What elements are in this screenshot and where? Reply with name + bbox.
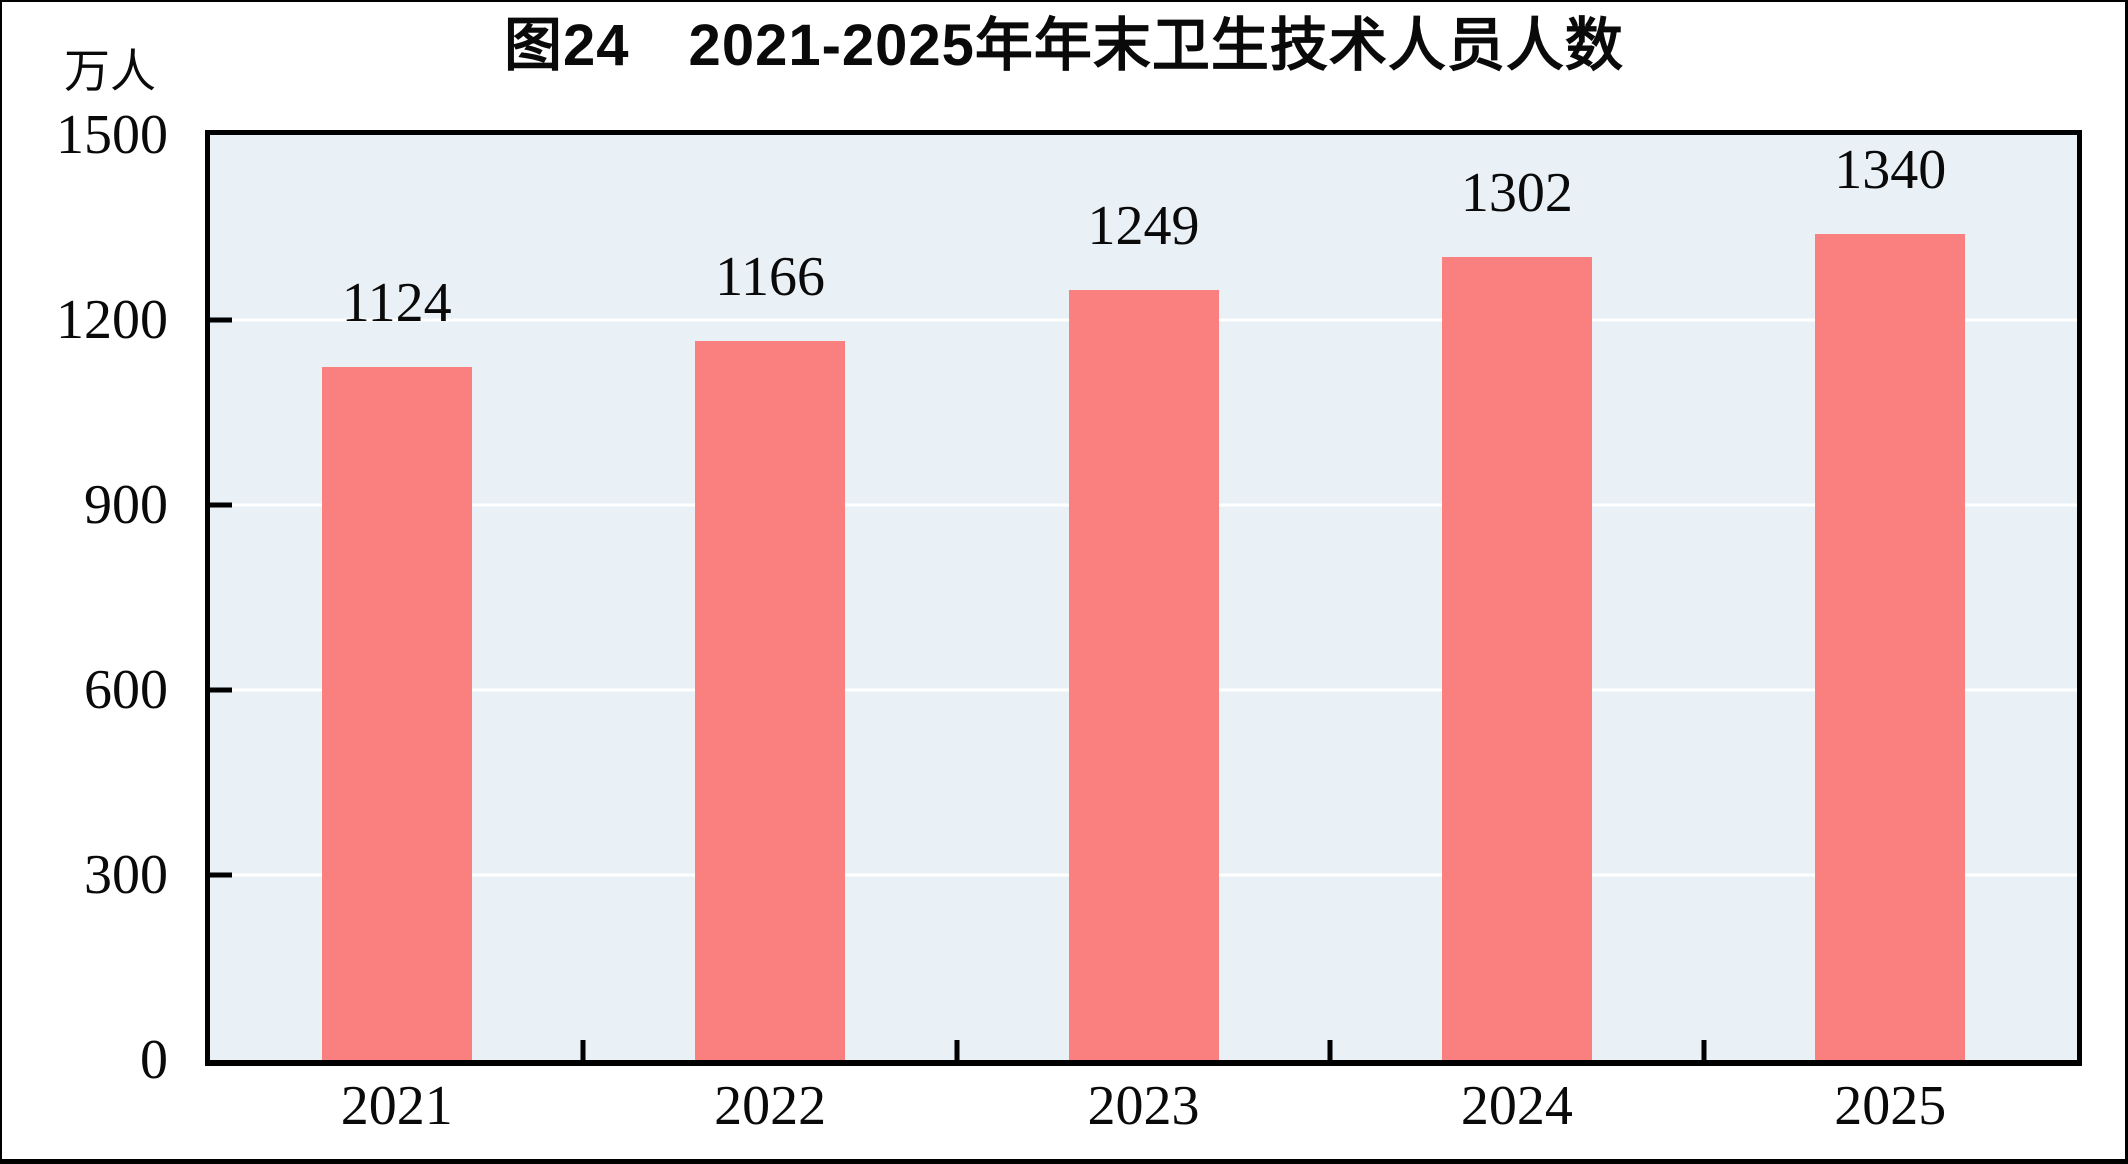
bar-2023 [1068, 289, 1219, 1060]
y-axis-tick-900 [210, 502, 232, 508]
bar-2021 [321, 366, 472, 1060]
plot-inner: 1124 1166 1249 1302 1340 [210, 135, 2077, 1060]
y-tick-label-600: 600 [84, 659, 168, 721]
bar-2025 [1815, 233, 1966, 1060]
y-axis-tick-600 [210, 687, 232, 693]
x-axis-boundary-tick-3 [1327, 1040, 1333, 1060]
y-tick-label-1200: 1200 [56, 289, 168, 351]
chart-title: 图24 2021-2025年年末卫生技术人员人数 [504, 13, 1624, 78]
bar-value-label: 1166 [715, 245, 826, 308]
bar-value-label: 1302 [1460, 162, 1573, 225]
bar-2024 [1441, 257, 1592, 1060]
x-axis-boundary-tick-1 [580, 1040, 586, 1060]
x-tick-label-2023: 2023 [1087, 1075, 1200, 1137]
x-tick-label-2021: 2021 [340, 1075, 453, 1137]
bar-value-label: 1340 [1834, 138, 1947, 201]
x-tick-label-2024: 2024 [1460, 1075, 1573, 1137]
bar-2022 [695, 340, 846, 1060]
y-tick-label-300: 300 [84, 844, 168, 906]
y-axis-tick-labels: 1500 1200 900 600 300 0 [0, 107, 168, 1088]
y-tick-label-0: 0 [140, 1029, 168, 1091]
y-axis-tick-1200 [210, 317, 232, 323]
y-axis-unit-label: 万人 [64, 46, 156, 97]
plot-area: 1124 1166 1249 1302 1340 [205, 130, 2082, 1066]
x-axis-boundary-tick-4 [1701, 1040, 1707, 1060]
x-axis-tick-labels: 2021 2022 2023 2024 2025 [210, 1078, 2077, 1138]
bar-value-label: 1124 [341, 271, 452, 334]
x-axis-boundary-tick-2 [954, 1040, 960, 1060]
y-tick-label-900: 900 [84, 474, 168, 536]
y-tick-label-1500: 1500 [56, 104, 168, 166]
x-tick-label-2025: 2025 [1834, 1075, 1947, 1137]
x-tick-label-2022: 2022 [714, 1075, 827, 1137]
y-axis-tick-300 [210, 872, 232, 878]
bar-value-label: 1249 [1087, 194, 1200, 257]
